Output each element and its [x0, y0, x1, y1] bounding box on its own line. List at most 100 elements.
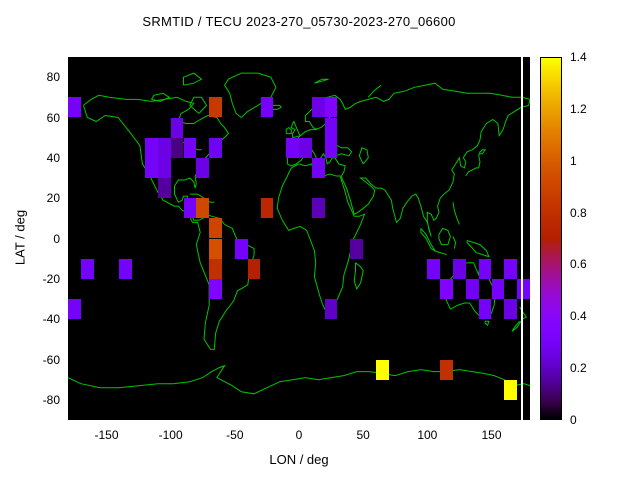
- colorbar-tick-label: 0: [570, 413, 577, 427]
- heatmap-cell: [145, 157, 158, 178]
- coastline-path: [485, 321, 489, 325]
- x-axis-label: LON / deg: [269, 452, 329, 467]
- heatmap-cell: [311, 157, 325, 178]
- coastline-path: [421, 228, 435, 250]
- coastline-path: [225, 73, 276, 117]
- plot-right-edge-line: [521, 57, 523, 420]
- heatmap-cell: [157, 137, 171, 158]
- coastline-path: [512, 321, 521, 331]
- coastline-path: [190, 97, 207, 113]
- heatmap-cell: [311, 97, 325, 118]
- coastline-path: [444, 261, 495, 317]
- chart-title: SRMTID / TECU 2023-270_05730-2023-270_06…: [142, 14, 456, 29]
- y-tick-label: -80: [42, 392, 60, 407]
- colorbar-tick-label: 1.4: [570, 50, 587, 64]
- heatmap-cell: [376, 359, 389, 380]
- coastline-path: [434, 251, 447, 255]
- heatmap-cells: [68, 57, 530, 420]
- coastline-path: [291, 122, 300, 138]
- coastline-path: [453, 202, 459, 224]
- heatmap-cell: [183, 198, 197, 219]
- colorbar-tick-label: 0.8: [570, 205, 587, 220]
- heatmap-cell: [478, 299, 492, 320]
- y-tick-label: -20: [42, 271, 60, 286]
- y-tick-label: 60: [46, 110, 60, 125]
- coastline-path: [286, 128, 291, 134]
- heatmap-cell: [504, 258, 518, 279]
- colorbar-tick-label: 0.2: [570, 361, 587, 376]
- heatmap-cell: [324, 137, 338, 158]
- x-tick-label: -100: [158, 428, 183, 442]
- x-tick-label: 100: [417, 428, 438, 442]
- colorbar: [540, 57, 562, 420]
- heatmap-cell: [324, 299, 338, 320]
- heatmap-cell: [209, 137, 222, 158]
- heatmap-cell: [145, 137, 158, 158]
- heatmap-cell: [324, 97, 338, 118]
- heatmap-cell: [119, 258, 133, 279]
- heatmap-cell: [286, 137, 299, 158]
- colorbar-tick-label: 0.4: [570, 309, 587, 324]
- heatmap-cell: [465, 278, 479, 299]
- heatmap-cell: [299, 137, 312, 158]
- coastline-path: [466, 150, 485, 176]
- coastline-path: [184, 73, 202, 85]
- heatmap-cell: [80, 258, 94, 279]
- heatmap-cell: [209, 238, 222, 259]
- coastline-path: [287, 83, 530, 236]
- x-tick-label: -50: [226, 428, 244, 442]
- heatmap-cell: [209, 278, 222, 299]
- heatmap-cell: [311, 198, 325, 219]
- heatmap-cell: [453, 258, 466, 279]
- heatmap-cell: [170, 137, 184, 158]
- heatmap-cell: [440, 278, 453, 299]
- x-tick-label: 0: [295, 428, 303, 442]
- heatmap-cell: [68, 97, 81, 118]
- coastline-path: [453, 237, 456, 249]
- coastline-path: [190, 194, 204, 198]
- heatmap-cell: [183, 137, 197, 158]
- y-tick-label: 40: [46, 150, 60, 165]
- heatmap-cell: [170, 117, 184, 138]
- heatmap-cell: [478, 258, 492, 279]
- y-tick-label: 80: [46, 70, 60, 85]
- heatmap-cell: [209, 218, 222, 239]
- x-tick-label: -150: [94, 428, 119, 442]
- heatmap-cell: [157, 157, 171, 178]
- coastline-path: [439, 228, 451, 244]
- colorbar-tick-label: 0.6: [570, 257, 587, 272]
- heatmap-cell: [504, 379, 518, 400]
- heatmap-cell: [440, 359, 453, 380]
- heatmap-cell: [196, 198, 210, 219]
- heatmap-cell: [427, 258, 441, 279]
- coastline-path: [354, 263, 363, 289]
- y-axis-label: LAT / deg: [12, 209, 28, 266]
- y-tick-label: -40: [42, 312, 60, 327]
- map-plot-area: [68, 57, 530, 420]
- heatmap-cell: [350, 238, 364, 259]
- heatmap-cell: [247, 258, 261, 279]
- heatmap-cell: [491, 278, 505, 299]
- x-tick-label: 50: [356, 428, 370, 442]
- heatmap-cell: [260, 97, 274, 118]
- coastline-path: [359, 148, 368, 164]
- coastline-path: [368, 85, 381, 97]
- y-tick-label: -60: [42, 352, 60, 367]
- coastline-path: [467, 241, 489, 257]
- coastline-path: [314, 79, 328, 83]
- heatmap-cell: [517, 278, 530, 299]
- heatmap-cell: [196, 157, 210, 178]
- coastline-path: [68, 366, 530, 394]
- heatmap-cell: [68, 299, 81, 320]
- heatmap-cell: [324, 117, 338, 138]
- heatmap-cell: [504, 299, 518, 320]
- heatmap-cell: [209, 258, 222, 279]
- coastline-path: [151, 93, 169, 101]
- heatmap-cell: [234, 238, 248, 259]
- coastline-map: [68, 57, 530, 420]
- heatmap-cell: [209, 97, 222, 118]
- y-tick-label: 20: [46, 191, 60, 206]
- x-tick-label: 150: [481, 428, 502, 442]
- colorbar-tick-label: 1: [570, 153, 577, 168]
